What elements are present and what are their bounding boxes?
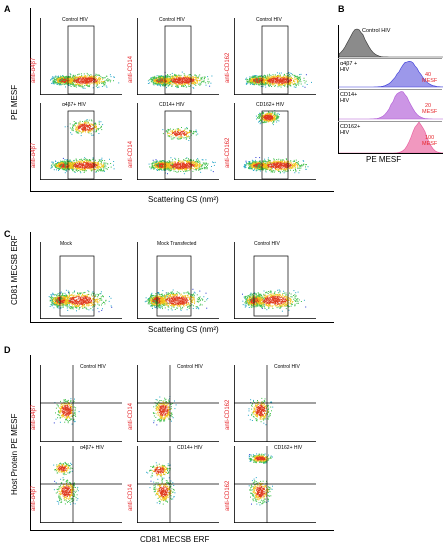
plot-title: α4β7+ HIV [80, 445, 104, 451]
panel-b-row-unit: MESF [422, 78, 438, 84]
gridA-plot-1: Control HIV anti-CD14 [128, 17, 219, 95]
plot-title: Control HIV [62, 17, 88, 23]
gridD-plot-3: α4β7+ HIV anti-α4β7 [31, 445, 122, 523]
panel-c-y-title: CD81 MECSB ERF [10, 235, 19, 305]
scatter-plot [40, 242, 122, 319]
panel-d-frame [30, 355, 334, 531]
plot-y-label: anti-CD14 [128, 140, 134, 168]
gridA-plot-0: Control HIV anti-α4β7 [31, 17, 122, 95]
gridD-plot-1: Control HIV anti-CD14 [128, 364, 219, 442]
plot-title: Control HIV [80, 364, 106, 370]
plot-title: Mock [60, 241, 72, 247]
panel-b-row-unit: MESF [422, 109, 438, 115]
gridD-plot-0: Control HIV anti-α4β7 [31, 364, 122, 442]
scatter-plot [234, 446, 316, 523]
panel-b-row-divider [338, 121, 442, 122]
panel-label-d: D [4, 345, 11, 355]
histogram-series-1 [339, 60, 443, 88]
plot-title: Mock Transfected [157, 241, 197, 247]
plot-y-label: anti-CD162 [225, 399, 231, 430]
panel-a-frame [30, 8, 334, 192]
plot-y-label: anti-CD14 [128, 483, 134, 511]
gridA-plot-4: CD14+ HIV anti-CD14 [128, 102, 219, 180]
scatter-plot [40, 103, 122, 180]
plot-y-label: anti-CD14 [128, 55, 134, 83]
panel-b-row-divider [338, 58, 442, 59]
panel-d-x-title: CD81 MECSB ERF [140, 535, 210, 544]
plot-title: Control HIV [159, 17, 185, 23]
gridD-plot-4: CD14+ HIV anti-CD14 [128, 445, 219, 523]
histogram-series-2 [339, 91, 443, 120]
panel-b-histograms [339, 28, 443, 153]
gridC-plot-1: Mock Transfected [137, 241, 219, 319]
panel-b-row-label: Control HIV [362, 28, 391, 34]
scatter-plot [40, 446, 122, 523]
gridC-plot-0: Mock [40, 241, 122, 319]
panel-a-y-title: PE MESF [10, 84, 19, 120]
gridA-plot-5: CD162+ HIV anti-CD162 [225, 102, 316, 180]
panel-b-row-label: α4β7 + HIV [340, 61, 358, 73]
plot-y-label: anti-α4β7 [31, 404, 37, 430]
gridC-plot-2: Control HIV [234, 241, 316, 319]
panel-b-frame [338, 25, 443, 154]
plot-y-label: anti-CD14 [128, 402, 134, 430]
panel-b-x-title: PE MESF [366, 155, 402, 164]
plot-title: Control HIV [256, 17, 282, 23]
panel-b-row-value: 100 [425, 135, 435, 141]
scatter-plot [137, 103, 219, 180]
scatter-plot [137, 18, 219, 95]
plot-title: Control HIV [177, 364, 203, 370]
panel-d-y-title: Host Protein PE MESF [10, 413, 19, 495]
gridA-plot-3: α4β7+ HIV anti-α4β7 [31, 102, 122, 180]
gridD-plot-5: CD162+ HIV anti-CD162 [225, 445, 316, 523]
scatter-plot [234, 103, 316, 180]
gridA-plot-2: Control HIV anti-CD162 [225, 17, 316, 95]
scatter-plot [234, 18, 316, 95]
panel-c-x-title: Scattering CS (nm²) [148, 325, 219, 334]
plot-title: α4β7+ HIV [62, 102, 86, 108]
plot-title: CD14+ HIV [177, 445, 203, 451]
plot-title: CD162+ HIV [274, 445, 303, 451]
plot-y-label: anti-CD162 [225, 480, 231, 511]
scatter-plot [234, 242, 316, 319]
panel-b-row-label: CD162+ HIV [340, 124, 361, 136]
panel-b-row-divider [338, 89, 442, 90]
panel-label-b: B [338, 4, 345, 14]
panel-b-row-value: 20 [425, 103, 432, 109]
scatter-plot [137, 365, 219, 442]
plot-y-label: anti-α4β7 [31, 485, 37, 511]
plot-y-label: anti-CD162 [225, 52, 231, 83]
plot-title: Control HIV [254, 241, 280, 247]
panel-b-row-label: CD14+ HIV [340, 92, 358, 104]
panel-label-c: C [4, 229, 11, 239]
panel-b-row-value: 40 [425, 72, 432, 78]
scatter-plot [137, 446, 219, 523]
panel-c-frame [30, 232, 334, 323]
panel-a-x-title: Scattering CS (nm²) [148, 195, 219, 204]
scatter-plot [40, 365, 122, 442]
histogram-series-0 [339, 28, 443, 58]
plot-y-label: anti-α4β7 [31, 57, 37, 83]
panel-b-row-unit: MESF [422, 141, 438, 147]
plot-title: CD162+ HIV [256, 102, 285, 108]
panel-label-a: A [4, 4, 11, 14]
scatter-plot [137, 242, 219, 319]
histogram-series-3 [339, 121, 443, 153]
scatter-plot [234, 365, 316, 442]
plot-y-label: anti-α4β7 [31, 142, 37, 168]
plot-title: Control HIV [274, 364, 300, 370]
plot-title: CD14+ HIV [159, 102, 185, 108]
plot-y-label: anti-CD162 [225, 137, 231, 168]
scatter-plot [40, 18, 122, 95]
gridD-plot-2: Control HIV anti-CD162 [225, 364, 316, 442]
